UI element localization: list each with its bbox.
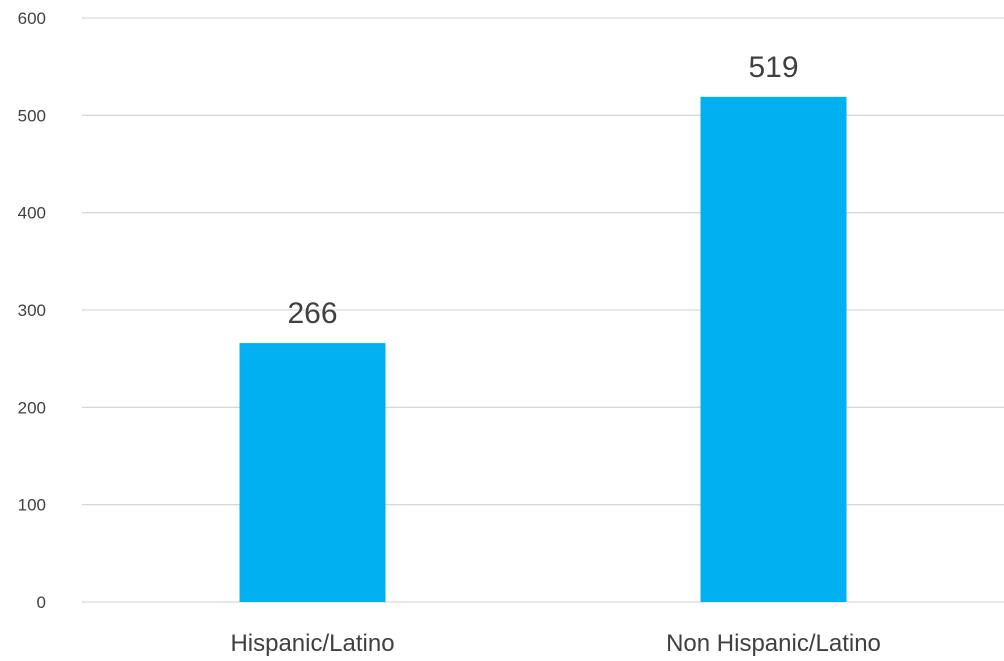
y-tick-label-100: 100 bbox=[18, 496, 46, 515]
y-tick-label-400: 400 bbox=[18, 204, 46, 223]
category-label-non-hispanic-latino: Non Hispanic/Latino bbox=[666, 630, 881, 657]
category-label-hispanic-latino: Hispanic/Latino bbox=[230, 630, 394, 657]
y-tick-label-500: 500 bbox=[18, 106, 46, 125]
data-label-hispanic-latino: 266 bbox=[287, 297, 337, 330]
data-labels: 266 519 bbox=[287, 51, 798, 330]
y-tick-label-200: 200 bbox=[18, 398, 46, 417]
data-label-non-hispanic-latino: 519 bbox=[748, 51, 798, 84]
y-tick-label-600: 600 bbox=[18, 9, 46, 28]
x-axis-category-labels: Hispanic/Latino Non Hispanic/Latino bbox=[230, 630, 880, 657]
bars bbox=[239, 96, 847, 602]
y-tick-label-300: 300 bbox=[18, 301, 46, 320]
bar-hispanic-latino bbox=[239, 343, 386, 602]
bar-non-hispanic-latino bbox=[700, 96, 847, 602]
y-axis-tick-labels: 0 100 200 300 400 500 600 bbox=[18, 9, 46, 612]
gridlines bbox=[82, 17, 1004, 603]
y-tick-label-0: 0 bbox=[37, 593, 46, 612]
